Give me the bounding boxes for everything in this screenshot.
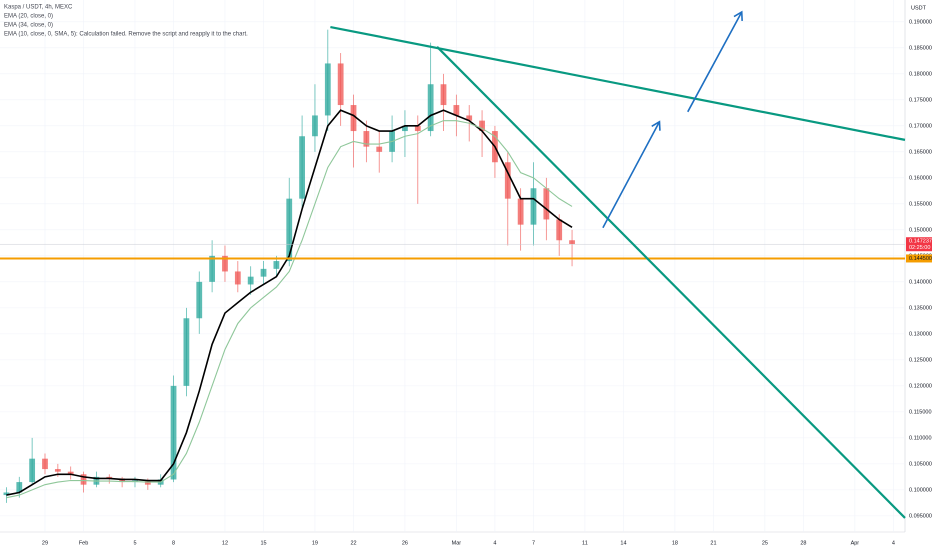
arrow-line [602,121,661,229]
y-tick-label: 0.115000 [909,409,932,415]
candle-body [170,385,177,480]
candle-body [376,146,383,152]
x-tick-label: 28 [800,540,806,546]
candle-body [183,318,190,386]
candle-body [337,63,344,106]
y-tick-label: 0.135000 [909,305,932,311]
x-tick-label: 18 [672,540,678,546]
arrow-line [687,11,743,113]
x-tick-label: 29 [42,540,48,546]
candle-body [350,105,357,132]
y-axis-label: USDT [911,5,927,11]
y-tick-label: 0.105000 [909,461,932,467]
x-tick-label: 4 [493,540,496,546]
x-tick-label: Feb [79,540,88,546]
y-tick-label: 0.100000 [909,487,932,493]
candle-body [209,255,216,282]
candle-body [286,198,293,262]
chart-title: Kaspa / USDT, 4h, MEXC [4,5,73,11]
candle-body [80,474,87,485]
x-tick-label: 12 [222,540,228,546]
candle-body [42,458,48,470]
candle-body [414,125,421,132]
candle-body [453,105,460,116]
ema-line [6,120,573,499]
y-tick-label: 0.155000 [909,201,932,207]
candle-body [324,63,331,116]
candle-body [312,115,318,137]
x-tick-label: 21 [710,540,716,546]
x-tick-label: 5 [133,540,136,546]
last-price-label: 0.147237 [909,239,932,245]
candle-body [402,125,408,132]
x-tick-label: 25 [762,540,768,546]
x-tick-label: 19 [312,540,318,546]
y-tick-label: 0.110000 [909,435,932,441]
candle-body [67,471,74,475]
y-tick-label: 0.185000 [909,45,932,51]
y-tick-label: 0.180000 [909,71,932,77]
candle-body [427,84,434,132]
candle-body [3,492,10,496]
arrow-head [651,120,661,131]
y-tick-label: 0.175000 [909,97,932,103]
countdown-label: 02:25:00 [909,245,930,251]
candle-body [440,84,447,106]
candle-body [16,482,23,493]
candle-body [234,271,241,285]
y-tick-label: 0.130000 [909,331,932,337]
candle-body [260,268,267,277]
ema-line [6,109,573,496]
candle-body [299,136,305,199]
x-tick-label: 4 [892,540,895,546]
candle-body [530,188,537,225]
candle-body [569,240,575,245]
y-tick-label: 0.120000 [909,383,932,389]
candle-body [504,162,511,199]
x-tick-label: 7 [532,540,535,546]
y-tick-label: 0.095000 [909,513,932,519]
y-tick-label: 0.140000 [909,279,932,285]
trend-line [436,46,906,519]
x-tick-label: 26 [402,540,408,546]
x-tick-label: 11 [582,540,588,546]
candle-body [196,281,203,319]
candle-body [29,458,36,483]
y-tick-label: 0.160000 [909,175,932,181]
arrow-head [733,10,743,21]
y-tick-label: 0.150000 [909,227,932,233]
y-tick-label: 0.190000 [909,19,932,25]
candle-body [543,188,550,220]
x-tick-label: 8 [172,540,175,546]
indicator-label: EMA (10, close, 0, SMA, 5): Calculation … [4,32,248,38]
candle-body [466,115,473,121]
candle-body [222,255,228,272]
y-tick-label: 0.125000 [909,357,932,363]
x-tick-label: Mar [452,540,462,546]
price-tag [906,254,932,263]
candle-body [363,131,370,147]
x-tick-label: 14 [620,540,626,546]
candle-body [517,198,524,225]
x-tick-label: 15 [260,540,266,546]
y-tick-label: 0.170000 [909,123,932,129]
candle-body [247,276,254,285]
candle-body [479,120,485,132]
candle-body [273,261,280,269]
y-tick-label: 0.165000 [909,149,932,155]
x-tick-label: Apr [851,540,860,546]
price-tag [906,237,932,252]
x-tick-label: 22 [350,540,356,546]
candle-body [54,469,61,472]
hline-label: 0.144500 [909,256,932,262]
indicator-label: EMA (20, close, 0) [4,14,53,20]
candle-body [556,219,563,241]
indicator-label: EMA (34, close, 0) [4,23,53,29]
marks [3,29,575,503]
trend-line [330,25,906,141]
